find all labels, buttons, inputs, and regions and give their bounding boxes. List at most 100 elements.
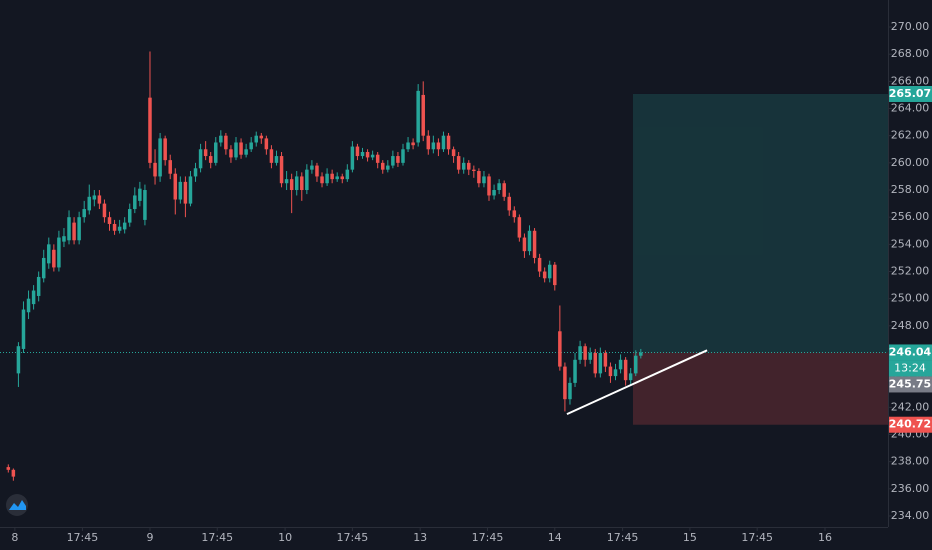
candle-body — [72, 222, 76, 241]
price-label-box — [889, 376, 932, 393]
logo[interactable] — [6, 494, 28, 516]
candle-body — [593, 353, 598, 374]
y-tick-label: 262.00 — [891, 129, 930, 142]
candle-body — [6, 467, 11, 470]
candle-body — [107, 217, 112, 224]
candle-body — [512, 210, 517, 218]
candle-body — [284, 179, 289, 184]
logo-circle[interactable] — [6, 494, 28, 516]
candle-body — [355, 146, 360, 157]
candle-body — [522, 237, 527, 252]
candle-body — [158, 138, 162, 177]
candle-body — [41, 257, 46, 279]
target-zone — [632, 93, 888, 353]
candle-body — [573, 359, 577, 383]
candle-body — [168, 160, 172, 174]
candle-body — [269, 149, 274, 163]
y-tick-label: 248.00 — [891, 319, 930, 332]
x-tick-label: 16 — [818, 531, 832, 544]
price-label: 240.72 — [889, 418, 931, 431]
candle-body — [634, 355, 638, 374]
candle-body — [208, 156, 213, 163]
candle-body — [203, 149, 208, 157]
trend-line — [566, 349, 708, 416]
candle-body — [254, 135, 258, 143]
candle-body — [553, 264, 557, 286]
y-tick-label: 268.00 — [891, 47, 930, 60]
candle-body — [391, 156, 395, 166]
y-tick-label: 264.00 — [891, 102, 930, 115]
candle-body — [133, 195, 137, 210]
x-tick-label: 13 — [413, 531, 427, 544]
candle-body — [492, 190, 496, 196]
candle-body — [472, 169, 476, 172]
candle-body — [178, 181, 183, 200]
candle-body — [628, 373, 633, 381]
candle-body — [467, 162, 471, 170]
candle-body — [259, 135, 264, 139]
y-tick-label: 256.00 — [891, 210, 930, 223]
candle-body — [67, 217, 71, 241]
countdown-box — [889, 360, 932, 377]
candle-body — [532, 230, 537, 258]
logo-mark[interactable] — [9, 500, 26, 510]
candle-body — [77, 217, 81, 241]
candle-body — [340, 176, 345, 180]
countdown-label: 13:24 — [894, 361, 926, 374]
candle-body — [229, 149, 233, 158]
candle-body — [198, 149, 203, 169]
candle-body — [537, 257, 542, 272]
price-label: 245.75 — [889, 377, 931, 390]
candle-body — [57, 237, 61, 268]
candle-body — [461, 162, 466, 170]
candle-body — [598, 353, 603, 374]
candle-body — [335, 176, 339, 180]
candle-body — [517, 217, 522, 238]
candle-body — [578, 346, 582, 360]
x-tick-label: 17:45 — [472, 531, 504, 544]
candle-body — [426, 135, 431, 150]
candle-body — [26, 298, 31, 313]
candle-body — [325, 173, 329, 184]
price-label-box — [889, 344, 932, 361]
candle-body — [547, 264, 552, 279]
candle-body — [436, 142, 441, 150]
y-tick-label: 254.00 — [891, 237, 930, 250]
y-tick-label: 270.00 — [891, 20, 930, 33]
x-tick-label: 17:45 — [337, 531, 369, 544]
x-tick-label: 17:45 — [607, 531, 639, 544]
candle-body — [497, 183, 501, 191]
candle-body — [92, 195, 97, 200]
candle-body — [396, 156, 400, 163]
candle-body — [31, 290, 36, 305]
x-tick-label: 17:45 — [67, 531, 99, 544]
candle-body — [431, 142, 436, 150]
candle-body — [234, 142, 238, 158]
candle-body — [421, 94, 425, 136]
candle-body — [112, 223, 117, 231]
candle-body — [102, 203, 107, 218]
y-tick-label: 234.00 — [891, 509, 930, 522]
candle-body — [188, 176, 193, 204]
x-tick-label: 9 — [146, 531, 153, 544]
candle-body — [97, 195, 102, 204]
candle-body — [603, 353, 608, 367]
candle-body — [117, 226, 122, 231]
candle-body — [320, 176, 324, 184]
plot — [0, 51, 888, 481]
candle-body — [127, 209, 132, 223]
candle-body — [173, 173, 178, 200]
candle-body — [502, 183, 506, 197]
candle-body — [274, 156, 279, 163]
candle-body — [456, 156, 461, 170]
candle-body — [370, 154, 375, 158]
candle-body — [487, 176, 491, 196]
candle-body — [507, 196, 512, 211]
x-tick-label: 14 — [548, 531, 562, 544]
candle-body — [300, 176, 304, 191]
candle-body — [345, 169, 350, 180]
candle-body — [558, 331, 562, 367]
candle-body — [219, 135, 223, 143]
candle-body — [482, 176, 486, 184]
